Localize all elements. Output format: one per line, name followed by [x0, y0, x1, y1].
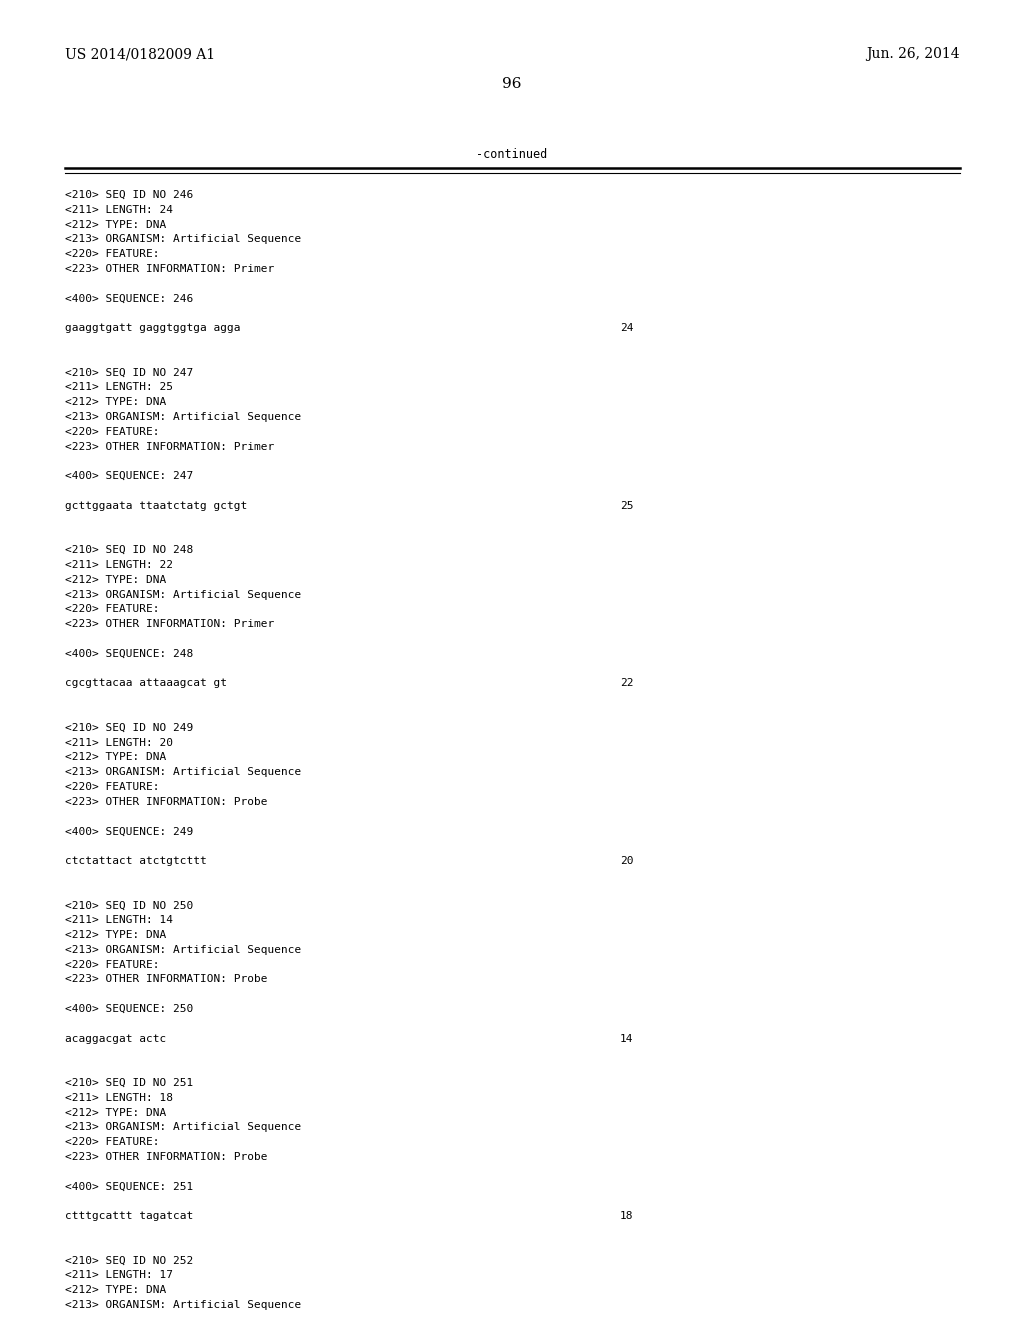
Text: -continued: -continued — [476, 148, 548, 161]
Text: <220> FEATURE:: <220> FEATURE: — [65, 1138, 160, 1147]
Text: <223> OTHER INFORMATION: Probe: <223> OTHER INFORMATION: Probe — [65, 1152, 267, 1162]
Text: gaaggtgatt gaggtggtga agga: gaaggtgatt gaggtggtga agga — [65, 323, 241, 333]
Text: 24: 24 — [620, 323, 634, 333]
Text: <212> TYPE: DNA: <212> TYPE: DNA — [65, 1286, 166, 1295]
Text: <400> SEQUENCE: 246: <400> SEQUENCE: 246 — [65, 293, 194, 304]
Text: <212> TYPE: DNA: <212> TYPE: DNA — [65, 931, 166, 940]
Text: <213> ORGANISM: Artificial Sequence: <213> ORGANISM: Artificial Sequence — [65, 945, 301, 954]
Text: 14: 14 — [620, 1034, 634, 1044]
Text: <400> SEQUENCE: 247: <400> SEQUENCE: 247 — [65, 471, 194, 482]
Text: <223> OTHER INFORMATION: Primer: <223> OTHER INFORMATION: Primer — [65, 264, 274, 275]
Text: <210> SEQ ID NO 249: <210> SEQ ID NO 249 — [65, 723, 194, 733]
Text: 96: 96 — [502, 77, 522, 91]
Text: <210> SEQ ID NO 247: <210> SEQ ID NO 247 — [65, 367, 194, 378]
Text: <223> OTHER INFORMATION: Probe: <223> OTHER INFORMATION: Probe — [65, 974, 267, 985]
Text: <210> SEQ ID NO 246: <210> SEQ ID NO 246 — [65, 190, 194, 201]
Text: <223> OTHER INFORMATION: Primer: <223> OTHER INFORMATION: Primer — [65, 442, 274, 451]
Text: <212> TYPE: DNA: <212> TYPE: DNA — [65, 752, 166, 763]
Text: <213> ORGANISM: Artificial Sequence: <213> ORGANISM: Artificial Sequence — [65, 412, 301, 422]
Text: <213> ORGANISM: Artificial Sequence: <213> ORGANISM: Artificial Sequence — [65, 590, 301, 599]
Text: <220> FEATURE:: <220> FEATURE: — [65, 605, 160, 614]
Text: <211> LENGTH: 22: <211> LENGTH: 22 — [65, 560, 173, 570]
Text: cgcgttacaa attaaagcat gt: cgcgttacaa attaaagcat gt — [65, 678, 227, 689]
Text: <212> TYPE: DNA: <212> TYPE: DNA — [65, 574, 166, 585]
Text: <212> TYPE: DNA: <212> TYPE: DNA — [65, 1107, 166, 1118]
Text: <220> FEATURE:: <220> FEATURE: — [65, 249, 160, 259]
Text: <223> OTHER INFORMATION: Probe: <223> OTHER INFORMATION: Probe — [65, 797, 267, 807]
Text: <211> LENGTH: 14: <211> LENGTH: 14 — [65, 915, 173, 925]
Text: <210> SEQ ID NO 248: <210> SEQ ID NO 248 — [65, 545, 194, 556]
Text: <211> LENGTH: 17: <211> LENGTH: 17 — [65, 1270, 173, 1280]
Text: <223> OTHER INFORMATION: Primer: <223> OTHER INFORMATION: Primer — [65, 619, 274, 630]
Text: 18: 18 — [620, 1212, 634, 1221]
Text: 25: 25 — [620, 500, 634, 511]
Text: <213> ORGANISM: Artificial Sequence: <213> ORGANISM: Artificial Sequence — [65, 1300, 301, 1309]
Text: <220> FEATURE:: <220> FEATURE: — [65, 960, 160, 970]
Text: <210> SEQ ID NO 252: <210> SEQ ID NO 252 — [65, 1255, 194, 1266]
Text: ctttgcattt tagatcat: ctttgcattt tagatcat — [65, 1212, 194, 1221]
Text: <220> FEATURE:: <220> FEATURE: — [65, 426, 160, 437]
Text: <211> LENGTH: 18: <211> LENGTH: 18 — [65, 1093, 173, 1102]
Text: <210> SEQ ID NO 251: <210> SEQ ID NO 251 — [65, 1078, 194, 1088]
Text: ctctattact atctgtcttt: ctctattact atctgtcttt — [65, 855, 207, 866]
Text: <213> ORGANISM: Artificial Sequence: <213> ORGANISM: Artificial Sequence — [65, 767, 301, 777]
Text: Jun. 26, 2014: Jun. 26, 2014 — [866, 48, 961, 61]
Text: <213> ORGANISM: Artificial Sequence: <213> ORGANISM: Artificial Sequence — [65, 235, 301, 244]
Text: <400> SEQUENCE: 248: <400> SEQUENCE: 248 — [65, 649, 194, 659]
Text: <400> SEQUENCE: 250: <400> SEQUENCE: 250 — [65, 1005, 194, 1014]
Text: <400> SEQUENCE: 251: <400> SEQUENCE: 251 — [65, 1181, 194, 1192]
Text: US 2014/0182009 A1: US 2014/0182009 A1 — [65, 48, 215, 61]
Text: <211> LENGTH: 20: <211> LENGTH: 20 — [65, 738, 173, 747]
Text: <210> SEQ ID NO 250: <210> SEQ ID NO 250 — [65, 900, 194, 911]
Text: <213> ORGANISM: Artificial Sequence: <213> ORGANISM: Artificial Sequence — [65, 1122, 301, 1133]
Text: <211> LENGTH: 24: <211> LENGTH: 24 — [65, 205, 173, 215]
Text: acaggacgat actc: acaggacgat actc — [65, 1034, 166, 1044]
Text: 20: 20 — [620, 855, 634, 866]
Text: <220> FEATURE:: <220> FEATURE: — [65, 781, 160, 792]
Text: <400> SEQUENCE: 249: <400> SEQUENCE: 249 — [65, 826, 194, 837]
Text: <211> LENGTH: 25: <211> LENGTH: 25 — [65, 383, 173, 392]
Text: gcttggaata ttaatctatg gctgt: gcttggaata ttaatctatg gctgt — [65, 500, 247, 511]
Text: <212> TYPE: DNA: <212> TYPE: DNA — [65, 219, 166, 230]
Text: 22: 22 — [620, 678, 634, 689]
Text: <212> TYPE: DNA: <212> TYPE: DNA — [65, 397, 166, 407]
